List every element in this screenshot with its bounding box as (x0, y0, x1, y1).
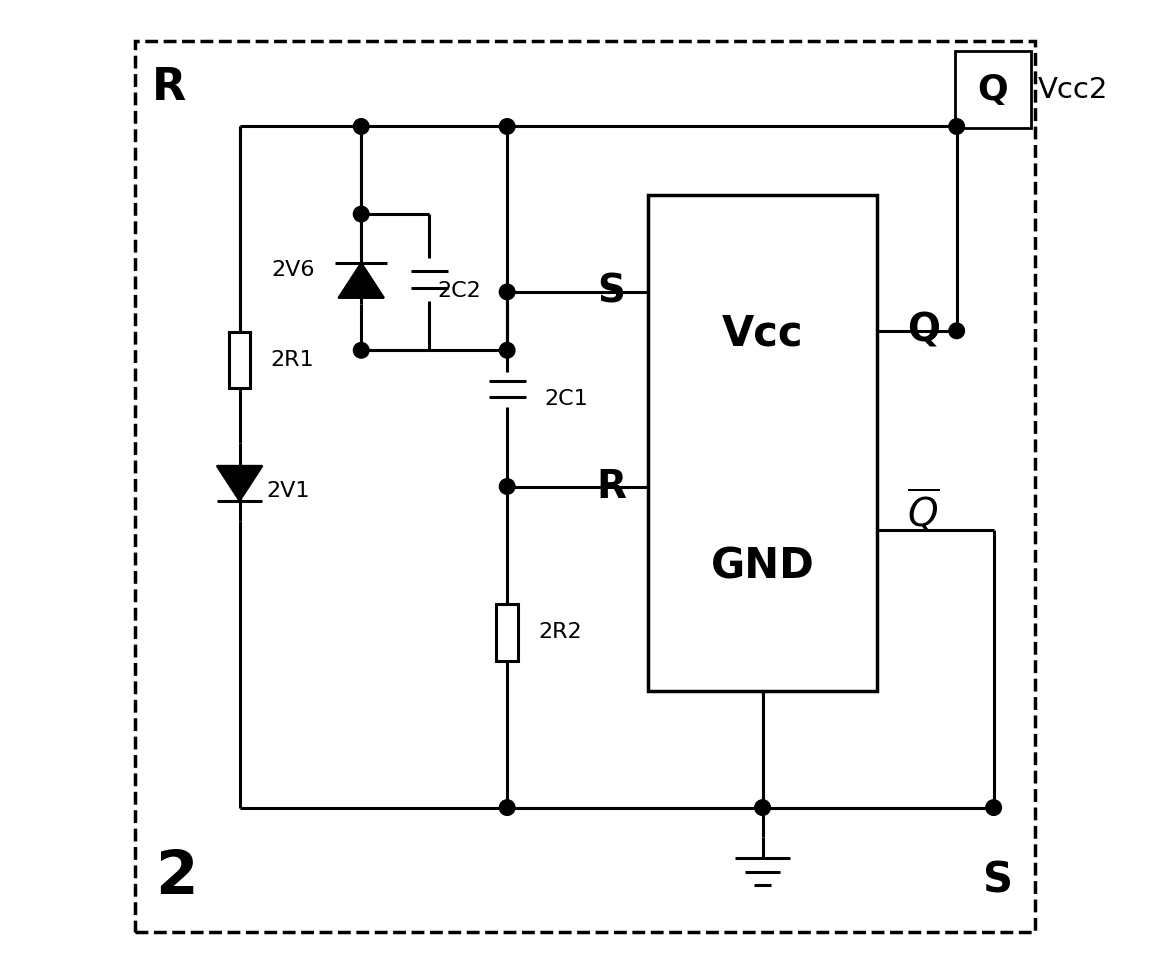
Text: S: S (597, 272, 625, 311)
Text: 2V1: 2V1 (267, 482, 310, 501)
Circle shape (755, 800, 770, 815)
Bar (648, 195, 876, 691)
Circle shape (949, 119, 964, 134)
Text: S: S (983, 859, 1012, 902)
Circle shape (500, 479, 515, 494)
Circle shape (500, 284, 515, 300)
Circle shape (500, 342, 515, 358)
Text: Q: Q (907, 311, 941, 350)
Text: Vcc: Vcc (722, 312, 804, 354)
Circle shape (353, 119, 369, 134)
Bar (496, 604, 518, 661)
Bar (955, 51, 1031, 128)
Text: R: R (597, 467, 626, 506)
Circle shape (500, 800, 515, 815)
Text: 2R1: 2R1 (270, 350, 315, 370)
Polygon shape (216, 466, 262, 501)
Text: 2: 2 (156, 848, 198, 907)
Circle shape (949, 323, 964, 339)
Circle shape (500, 119, 515, 134)
Text: 2R2: 2R2 (538, 623, 581, 642)
Polygon shape (338, 263, 384, 298)
Text: 2V6: 2V6 (271, 261, 315, 280)
Bar (229, 332, 250, 388)
Text: Q: Q (977, 73, 1009, 106)
Circle shape (353, 206, 369, 222)
Text: $\overline{Q}$: $\overline{Q}$ (907, 486, 940, 535)
Text: R: R (151, 66, 186, 109)
Text: GND: GND (710, 546, 814, 588)
Text: Vcc2: Vcc2 (1038, 76, 1108, 103)
Text: 2C1: 2C1 (544, 389, 587, 409)
Text: 2C2: 2C2 (438, 281, 481, 302)
Circle shape (353, 342, 369, 358)
Circle shape (986, 800, 1002, 815)
